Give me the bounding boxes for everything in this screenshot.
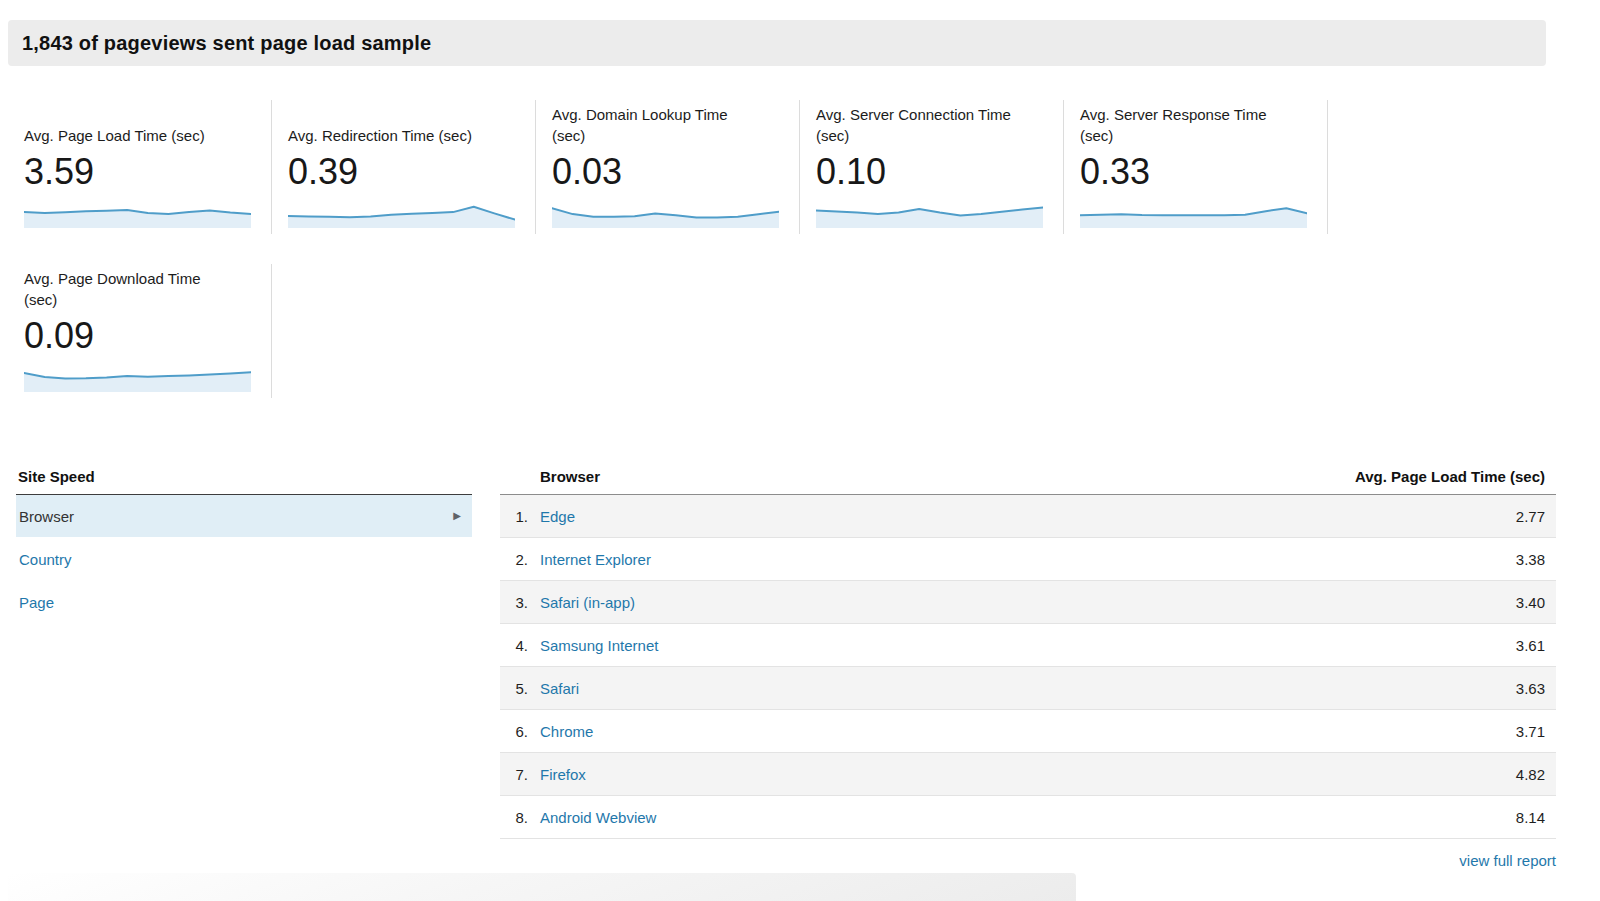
- metrics-row-1: Avg. Page Load Time (sec) 3.59 Avg. Redi…: [8, 100, 1600, 234]
- metric-value: 0.33: [1080, 147, 1307, 197]
- row-rank: 5.: [500, 680, 528, 697]
- metric-value: 0.39: [288, 147, 515, 197]
- sample-size-text: 1,843 of pageviews sent page load sample: [22, 32, 431, 55]
- row-value: 8.14: [1516, 809, 1545, 826]
- dimension-item-country[interactable]: Country: [16, 538, 472, 580]
- metric-card-domain-lookup-time: Avg. Domain Lookup Time (sec) 0.03: [536, 100, 800, 234]
- row-rank: 1.: [500, 508, 528, 525]
- table-row: 8. Android Webview 8.14: [500, 796, 1556, 839]
- metric-value: 0.10: [816, 147, 1043, 197]
- metric-value: 0.09: [24, 311, 251, 361]
- site-speed-explorer: Site Speed Browser ▶ Country Page Browse…: [16, 464, 1556, 876]
- metrics-summary: Avg. Page Load Time (sec) 3.59 Avg. Redi…: [8, 100, 1600, 398]
- table-row: 7. Firefox 4.82: [500, 753, 1556, 796]
- column-header-browser: Browser: [540, 468, 600, 485]
- browser-link[interactable]: Safari (in-app): [540, 594, 635, 611]
- next-section-header-peek: [8, 873, 1076, 901]
- sparkline-chart: [552, 200, 779, 228]
- table-row: 1. Edge 2.77: [500, 495, 1556, 538]
- browser-link[interactable]: Samsung Internet: [540, 637, 658, 654]
- row-value: 3.63: [1516, 680, 1545, 697]
- row-value: 3.40: [1516, 594, 1545, 611]
- metric-label: Avg. Page Download Time (sec): [24, 264, 236, 310]
- row-value: 3.61: [1516, 637, 1545, 654]
- metric-label: Avg. Redirection Time (sec): [288, 100, 500, 146]
- table-row: 4. Samsung Internet 3.61: [500, 624, 1556, 667]
- metric-label: Avg. Server Connection Time (sec): [816, 100, 1028, 146]
- metric-value: 3.59: [24, 147, 251, 197]
- browser-link[interactable]: Android Webview: [540, 809, 656, 826]
- table-row: 2. Internet Explorer 3.38: [500, 538, 1556, 581]
- metric-card-server-response-time: Avg. Server Response Time (sec) 0.33: [1064, 100, 1328, 234]
- browser-link[interactable]: Edge: [540, 508, 575, 525]
- table-row: 3. Safari (in-app) 3.40: [500, 581, 1556, 624]
- dimension-panel: Site Speed Browser ▶ Country Page: [16, 464, 472, 876]
- metric-card-server-connection-time: Avg. Server Connection Time (sec) 0.10: [800, 100, 1064, 234]
- table-row: 5. Safari 3.63: [500, 667, 1556, 710]
- browser-link[interactable]: Internet Explorer: [540, 551, 651, 568]
- dimension-item-page[interactable]: Page: [16, 581, 472, 623]
- table-header-row: Browser Avg. Page Load Time (sec): [500, 464, 1556, 495]
- row-rank: 6.: [500, 723, 528, 740]
- sparkline-chart: [1080, 200, 1307, 228]
- row-rank: 8.: [500, 809, 528, 826]
- dimension-item-label: Browser: [19, 508, 74, 525]
- table-footer: view full report: [500, 839, 1556, 876]
- row-value: 3.38: [1516, 551, 1545, 568]
- sparkline-chart: [24, 200, 251, 228]
- metric-label: Avg. Domain Lookup Time (sec): [552, 100, 764, 146]
- row-rank: 3.: [500, 594, 528, 611]
- view-full-report-link[interactable]: view full report: [1459, 852, 1556, 869]
- dimension-panel-title: Site Speed: [16, 464, 472, 495]
- table-row: 6. Chrome 3.71: [500, 710, 1556, 753]
- dimension-item-browser[interactable]: Browser ▶: [16, 495, 472, 537]
- sparkline-chart: [288, 200, 515, 228]
- browser-link[interactable]: Safari: [540, 680, 579, 697]
- browser-link[interactable]: Chrome: [540, 723, 593, 740]
- browser-load-time-table: Browser Avg. Page Load Time (sec) 1. Edg…: [500, 464, 1556, 876]
- metric-card-page-download-time: Avg. Page Download Time (sec) 0.09: [8, 264, 272, 398]
- metric-label: Avg. Page Load Time (sec): [24, 100, 236, 146]
- row-value: 2.77: [1516, 508, 1545, 525]
- dimension-item-label: Page: [19, 594, 54, 611]
- metric-value: 0.03: [552, 147, 779, 197]
- dimension-item-label: Country: [19, 551, 72, 568]
- column-header-avg-page-load-time: Avg. Page Load Time (sec): [1355, 468, 1545, 485]
- metric-card-page-load-time: Avg. Page Load Time (sec) 3.59: [8, 100, 272, 234]
- sparkline-chart: [816, 200, 1043, 228]
- arrow-right-icon: ▶: [453, 511, 461, 521]
- sample-size-banner: 1,843 of pageviews sent page load sample: [8, 20, 1546, 66]
- browser-link[interactable]: Firefox: [540, 766, 586, 783]
- row-rank: 4.: [500, 637, 528, 654]
- sparkline-chart: [24, 364, 251, 392]
- row-rank: 2.: [500, 551, 528, 568]
- metric-label: Avg. Server Response Time (sec): [1080, 100, 1292, 146]
- metrics-row-2: Avg. Page Download Time (sec) 0.09: [8, 264, 1600, 398]
- metric-card-redirection-time: Avg. Redirection Time (sec) 0.39: [272, 100, 536, 234]
- row-value: 3.71: [1516, 723, 1545, 740]
- row-rank: 7.: [500, 766, 528, 783]
- row-value: 4.82: [1516, 766, 1545, 783]
